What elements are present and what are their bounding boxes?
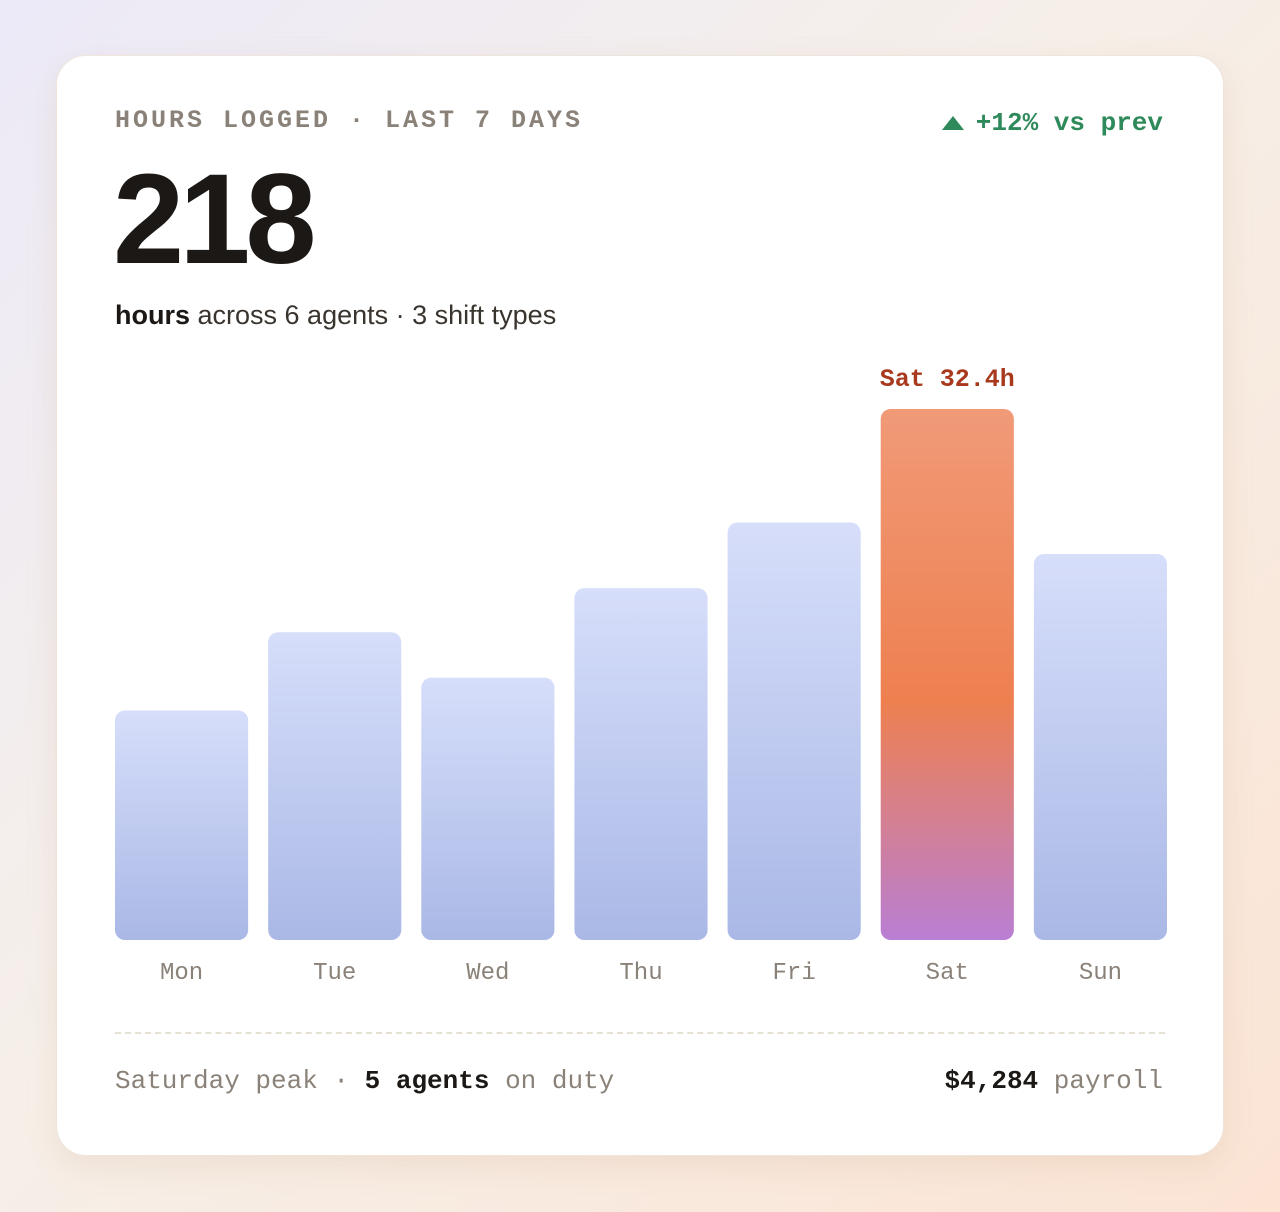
trend-up-icon — [941, 116, 964, 130]
trend-indicator: +12% vs prev — [941, 108, 1163, 138]
card-header-label: HOURS LOGGED · LAST 7 DAYS — [115, 106, 584, 135]
hours-bar-chart: Mon Tue Wed Thu Fri Sat Sat 32.4h Sun — [115, 365, 1167, 987]
bar-thu — [574, 588, 708, 940]
tick-label-sun: Sun — [1079, 960, 1122, 987]
footer-agents-suffix: on duty — [489, 1066, 615, 1096]
footer-agents-count: 5 agents — [364, 1066, 490, 1096]
tick-label-mon: Mon — [160, 960, 203, 987]
bar-fri — [727, 522, 861, 940]
peak-data-label: Sat 32.4h — [880, 365, 1015, 394]
bar-wed — [421, 677, 555, 940]
bar-mon — [115, 710, 249, 940]
footer-payroll: $4,284 payroll — [945, 1066, 1163, 1096]
bar-tue — [268, 632, 402, 940]
tick-label-fri: Fri — [773, 960, 816, 987]
payroll-label: payroll — [1038, 1066, 1163, 1096]
footer-peak-info: Saturday peak · 5 agents on duty — [115, 1066, 614, 1096]
trend-text: +12% vs prev — [975, 108, 1163, 138]
tick-label-thu: Thu — [619, 960, 662, 987]
payroll-amount: $4,284 — [944, 1066, 1039, 1096]
bar-sun — [1033, 554, 1167, 940]
summary-line: hours across 6 agents · 3 shift types — [115, 300, 556, 331]
summary-detail: across 6 agents · 3 shift types — [190, 300, 557, 330]
tick-label-sat: Sat — [926, 960, 969, 987]
hours-card: HOURS LOGGED · LAST 7 DAYS +12% vs prev … — [56, 55, 1224, 1156]
summary-unit: hours — [115, 300, 191, 330]
bar-sat — [880, 409, 1014, 940]
tick-label-wed: Wed — [466, 960, 509, 987]
tick-label-tue: Tue — [313, 960, 356, 987]
footer-peak-text: Saturday peak · — [115, 1066, 365, 1096]
footer-divider — [115, 1032, 1165, 1034]
total-hours-value: 218 — [113, 148, 317, 291]
